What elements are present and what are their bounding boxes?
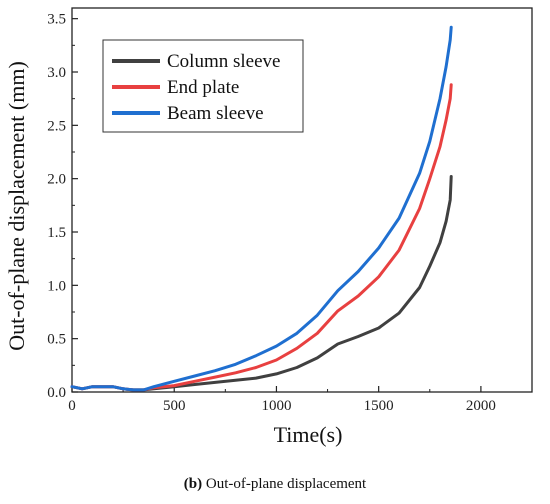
legend: Column sleeve End plate Beam sleeve — [102, 39, 304, 133]
series-lines — [70, 25, 453, 392]
figure-caption: (b) Out-of-plane displacement — [0, 476, 550, 493]
y-tick-label: 3.0 — [47, 65, 66, 81]
x-tick-label: 1000 — [261, 398, 291, 414]
line-chart: 0 500 1000 1500 2000 0.0 0.5 1.0 1.5 2.0 2.5 3.0 3.5… — [4, 7, 533, 447]
y-tick-label: 1.0 — [47, 278, 66, 294]
caption-label: (b) — [183, 476, 203, 492]
plot-frame — [71, 7, 533, 393]
y-tick-label: 1.5 — [47, 225, 66, 241]
y-axis-title: Out-of-plane displacement (mm) — [4, 61, 29, 351]
legend-label-column-sleeve: Column sleeve — [167, 51, 280, 72]
x-axis-title: Time(s) — [274, 422, 343, 447]
y-tick-label: 0.5 — [47, 332, 66, 348]
y-tick-label: 3.5 — [47, 12, 66, 28]
axes-frame: 0 500 1000 1500 2000 0.0 0.5 1.0 1.5 2.0 2.5 3.0 3.5 — [47, 7, 533, 414]
series-line-beam-sleeve — [70, 25, 453, 392]
y-tick-label: 2.0 — [47, 172, 66, 188]
series-line-column-sleeve — [70, 175, 453, 392]
x-tick-label: 1500 — [364, 398, 394, 414]
caption-text: Out-of-plane displacement — [202, 476, 367, 492]
legend-label-beam-sleeve: Beam sleeve — [167, 103, 264, 124]
x-tick-label: 0 — [68, 398, 76, 414]
x-tick-label: 2000 — [466, 398, 496, 414]
x-tick-label: 500 — [163, 398, 186, 414]
legend-label-end-plate: End plate — [167, 77, 239, 98]
y-tick-label: 2.5 — [47, 118, 66, 134]
y-tick-label: 0.0 — [47, 385, 66, 401]
